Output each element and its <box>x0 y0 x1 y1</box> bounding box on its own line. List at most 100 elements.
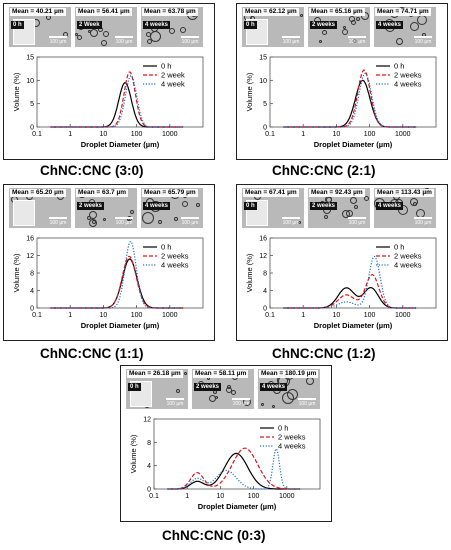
micrograph-image: Mean = 65.20 µm 100 µm <box>9 188 71 228</box>
mean-diameter-label: Mean = 65.20 µm <box>10 189 66 197</box>
x-tick-label: 1000 <box>279 493 295 500</box>
legend-label: 2 weeks <box>394 252 422 261</box>
x-tick-label: 1000 <box>162 312 178 319</box>
droplet-shape <box>150 31 161 42</box>
legend-label: 4 weeks <box>394 261 422 270</box>
micrograph-image: Mean = 26.18 µm 0 h 100 µm <box>126 369 188 409</box>
series-line <box>50 82 184 128</box>
droplet-shape <box>90 29 98 37</box>
series-line <box>50 255 184 309</box>
mean-diameter-label: Mean = 67.41 µm <box>243 189 299 197</box>
droplet-shape <box>364 196 369 201</box>
mean-diameter-label: Mean = 26.18 µm <box>127 370 183 378</box>
time-badge: 2 weeks <box>194 383 222 391</box>
x-axis-label: Droplet Diameter (µm) <box>81 140 160 149</box>
plot-area <box>36 237 204 309</box>
droplet-shape <box>322 30 327 35</box>
time-badge: 4 weeks <box>260 383 288 391</box>
time-badge: 2 weeks <box>77 202 105 210</box>
droplet-shape <box>174 217 178 221</box>
scale-bar-line <box>414 217 432 219</box>
x-tick-label: 1 <box>68 131 72 138</box>
micrograph-image: Mean = 63.78 µm 4 weeks 100 µm <box>141 7 203 47</box>
vial-photo <box>13 200 35 226</box>
droplet-shape <box>180 27 186 33</box>
legend-label: 0 h <box>161 62 171 71</box>
time-badge: 2 weeks <box>310 202 338 210</box>
chart-panel: Mean = 40.21 µm 0 h 100 µm Mean = 56.41 µm 2… <box>3 3 215 160</box>
scale-bar-label: 100 µm <box>49 39 67 45</box>
y-tick-label: 4 <box>263 288 267 295</box>
scale-bar: 100 µm <box>49 217 67 226</box>
scale-bar-line <box>232 398 250 400</box>
micrograph-image: Mean = 56.41 µm 2 Week 100 µm <box>75 7 137 47</box>
micrograph-image: Mean = 62.12 µm 0 h 100 µm <box>242 7 304 47</box>
scale-bar-line <box>166 398 184 400</box>
x-tick-label: 100 <box>131 312 143 319</box>
scale-bar-label: 100 µm <box>348 220 366 226</box>
panel-caption: ChNC:CNC (1:2) <box>272 346 376 361</box>
scale-bar-line <box>414 36 432 38</box>
droplet-shape <box>89 219 97 227</box>
chart-panel: Mean = 65.20 µm 100 µm Mean = 63.7 µm 2 wee… <box>3 184 215 341</box>
y-tick-label: 5 <box>30 101 34 108</box>
droplet-shape <box>196 203 200 207</box>
droplet-shape <box>103 31 109 37</box>
y-axis-label: Volume (%) <box>12 253 21 292</box>
droplet-shape <box>158 220 162 224</box>
x-tick-label: 1 <box>301 131 305 138</box>
x-tick-label: 10 <box>333 131 341 138</box>
y-tick-label: 0 <box>30 125 34 132</box>
droplet-shape <box>354 205 358 209</box>
micrograph-image: Mean = 180.19 µm 4 weeks 100 µm <box>258 369 320 409</box>
plot-area <box>36 56 204 128</box>
series-line <box>283 286 417 309</box>
time-badge: 2 weeks <box>310 21 338 29</box>
scale-bar: 100 µm <box>232 398 250 407</box>
scale-bar-label: 100 µm <box>181 220 199 226</box>
droplet-shape <box>142 212 154 224</box>
y-tick-label: 15 <box>26 55 34 62</box>
scale-bar-label: 100 µm <box>298 401 316 407</box>
scale-bar-label: 100 µm <box>348 39 366 45</box>
scale-bar-label: 100 µm <box>49 220 67 226</box>
droplet-shape <box>319 40 322 43</box>
scale-bar-line <box>282 36 300 38</box>
time-badge: 0 h <box>11 21 24 29</box>
mean-diameter-label: Mean = 58.11 µm <box>193 370 249 378</box>
mean-diameter-label: Mean = 65.16 µm <box>309 8 365 16</box>
y-tick-label: 8 <box>147 440 151 447</box>
x-tick-label: 100 <box>248 493 260 500</box>
x-tick-label: 10 <box>100 312 108 319</box>
plot-area <box>153 418 321 490</box>
panel-caption: ChNC:CNC (3:0) <box>40 163 144 178</box>
legend-label: 0 h <box>394 243 404 252</box>
scale-bar-line <box>115 217 133 219</box>
x-tick-label: 100 <box>364 312 376 319</box>
droplet-shape <box>346 210 353 217</box>
droplet-shape <box>350 197 357 204</box>
droplet-shape <box>282 392 294 404</box>
x-axis-label: Droplet Diameter (µm) <box>314 140 393 149</box>
droplet-shape <box>130 210 134 214</box>
series-line <box>283 273 417 309</box>
scale-bar-label: 100 µm <box>414 220 432 226</box>
y-tick-label: 16 <box>26 236 34 243</box>
x-axis-label: Droplet Diameter (µm) <box>314 321 393 330</box>
droplet-shape <box>77 35 82 40</box>
mean-diameter-label: Mean = 40.21 µm <box>10 8 66 16</box>
legend-label: 2 weeks <box>161 252 189 261</box>
micrograph-image: Mean = 113.43 µm 4 weeks 100 µm <box>374 188 436 228</box>
scale-bar: 100 µm <box>181 217 199 226</box>
legend-label: 0 h <box>161 243 171 252</box>
time-badge: 2 Week <box>77 21 102 29</box>
series-line <box>167 447 301 490</box>
legend-label: 2 weeks <box>394 71 422 80</box>
droplet-shape <box>361 12 369 20</box>
scale-bar-label: 100 µm <box>115 39 133 45</box>
legend-label: 0 h <box>278 424 288 433</box>
y-tick-label: 15 <box>259 55 267 62</box>
scale-bar: 100 µm <box>414 217 432 226</box>
